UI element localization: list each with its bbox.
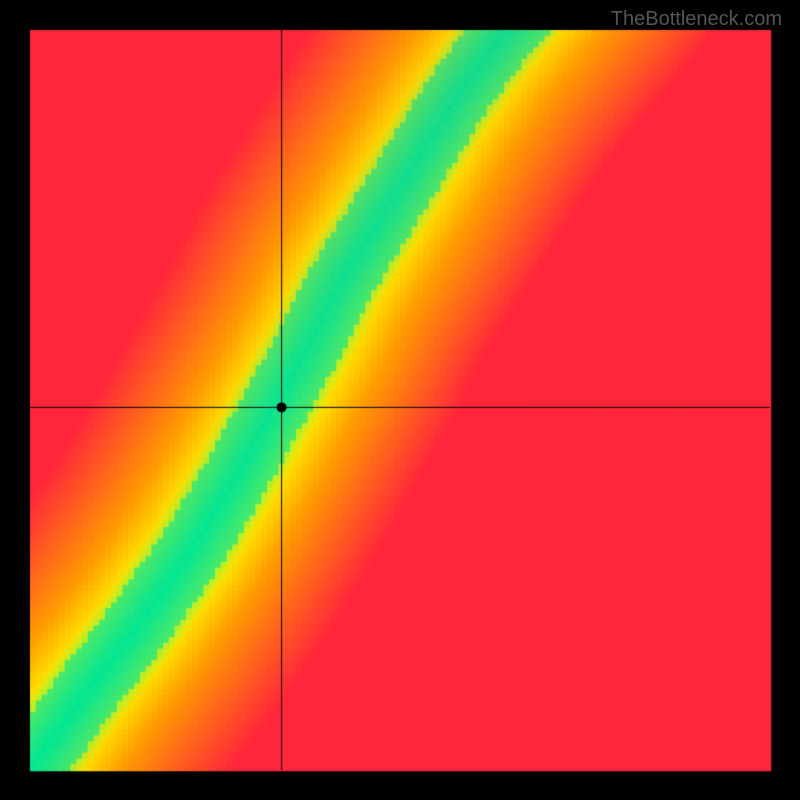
chart-root: TheBottleneck.com [0,0,800,800]
watermark-text: TheBottleneck.com [611,8,782,31]
heatmap-canvas [0,0,800,800]
